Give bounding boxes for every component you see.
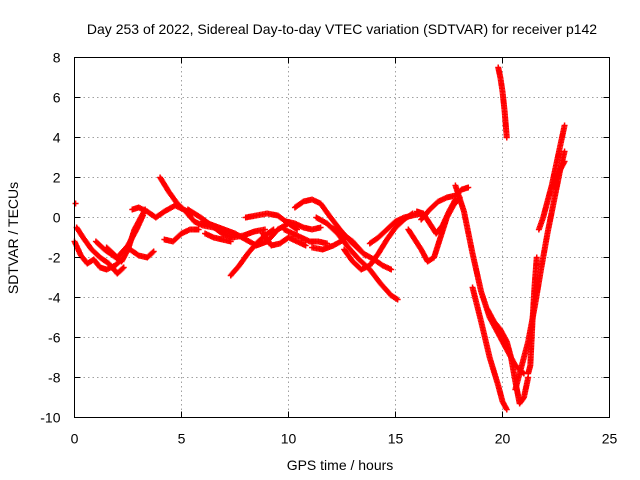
data-point: [195, 226, 202, 233]
y-tick-label: -6: [48, 330, 61, 346]
x-axis-label: GPS time / hours: [287, 457, 394, 473]
data-point: [561, 148, 568, 155]
plot-frame: [74, 57, 610, 418]
data-point: [503, 134, 510, 141]
series-track-34: [72, 200, 79, 207]
y-tick-label: 8: [53, 50, 61, 66]
data-point: [119, 265, 126, 272]
y-axis-label: SDTVAR / TECUs: [5, 182, 21, 294]
data-point: [561, 122, 568, 129]
data-point: [561, 158, 568, 165]
series-track-4: [103, 212, 146, 261]
y-tick-label: 0: [53, 210, 61, 226]
y-tick-label: -2: [48, 250, 61, 266]
data-point: [269, 227, 276, 234]
y-tick-label: -4: [48, 290, 61, 306]
y-tick-label: -10: [40, 410, 60, 426]
data-point: [317, 224, 324, 231]
series-track-2: [73, 224, 127, 277]
series-track-8: [161, 226, 202, 245]
data-point: [302, 242, 309, 249]
series-track-33: [495, 64, 510, 141]
x-tick-label: 15: [388, 431, 404, 447]
series-track-16: [283, 218, 324, 233]
x-tick-label: 10: [281, 431, 297, 447]
series-track-11: [202, 230, 234, 245]
y-tick-label: 6: [53, 90, 61, 106]
data-point: [72, 200, 79, 207]
data-point: [120, 264, 127, 271]
data-point: [149, 249, 156, 256]
data-point: [261, 226, 268, 233]
chart-title: Day 253 of 2022, Sidereal Day-to-day VTE…: [87, 21, 597, 37]
data-point: [533, 254, 540, 261]
data-point: [388, 266, 395, 273]
series-track-14: [259, 230, 309, 249]
data-marks: [71, 64, 568, 413]
x-tick-label: 25: [602, 431, 618, 447]
data-point: [503, 406, 510, 413]
series-track-5: [127, 246, 157, 261]
series-track-31: [535, 122, 568, 233]
data-point: [227, 238, 234, 245]
data-point: [465, 184, 472, 191]
data-point: [394, 296, 401, 303]
data-point: [139, 212, 146, 219]
series-track-30: [525, 254, 540, 377]
series-track-27: [469, 284, 510, 413]
y-tick-label: 4: [53, 130, 61, 146]
data-point: [150, 248, 157, 255]
series-track-32: [548, 158, 568, 191]
y-tick-label: -8: [48, 370, 61, 386]
x-tick-label: 20: [495, 431, 511, 447]
axis-ticks: 0 5 10 15 20 25 -10 -8 -6 -4 -2 0 2 4 6 8: [40, 50, 617, 447]
series-track-15: [281, 226, 331, 247]
y-tick-label: 2: [53, 170, 61, 186]
x-tick-label: 5: [178, 431, 186, 447]
series-track-20: [328, 224, 395, 273]
series-track-29: [512, 148, 568, 393]
data-point: [270, 226, 277, 233]
x-tick-label: 0: [71, 431, 79, 447]
